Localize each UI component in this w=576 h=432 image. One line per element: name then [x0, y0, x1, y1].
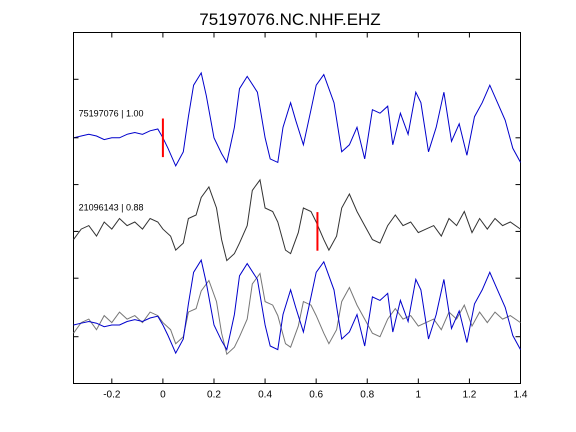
x-tick-label: 0.4 — [258, 390, 272, 401]
x-tick-label: 1.2 — [462, 390, 476, 401]
x-tick-label: -0.2 — [103, 390, 121, 401]
overlay-trace-1 — [73, 258, 521, 355]
trace-label-1: 75197076 | 1.00 — [79, 109, 144, 119]
x-tick-label: 1.4 — [514, 390, 528, 401]
plot-area-frame — [73, 32, 521, 384]
chart-title: 75197076.NC.NHF.EHZ — [199, 10, 380, 29]
x-tick-label: 0.2 — [207, 390, 221, 401]
trace-line-1 — [73, 71, 521, 168]
trace-label-2: 21096143 | 0.88 — [79, 202, 144, 212]
x-tick-label: 0.6 — [309, 390, 323, 401]
traces-group: 75197076 | 1.00 21096143 | 0.88 — [73, 71, 521, 356]
ticks-group: -0.2 0 0.2 0.4 0.6 0.8 1 1.2 1.4 — [73, 32, 528, 401]
x-tick-label: 0.8 — [360, 390, 374, 401]
x-tick-label: 0 — [160, 390, 166, 401]
overlay-trace-2 — [73, 272, 521, 356]
trace-line-2 — [73, 178, 521, 262]
x-tick-label: 1 — [416, 390, 422, 401]
